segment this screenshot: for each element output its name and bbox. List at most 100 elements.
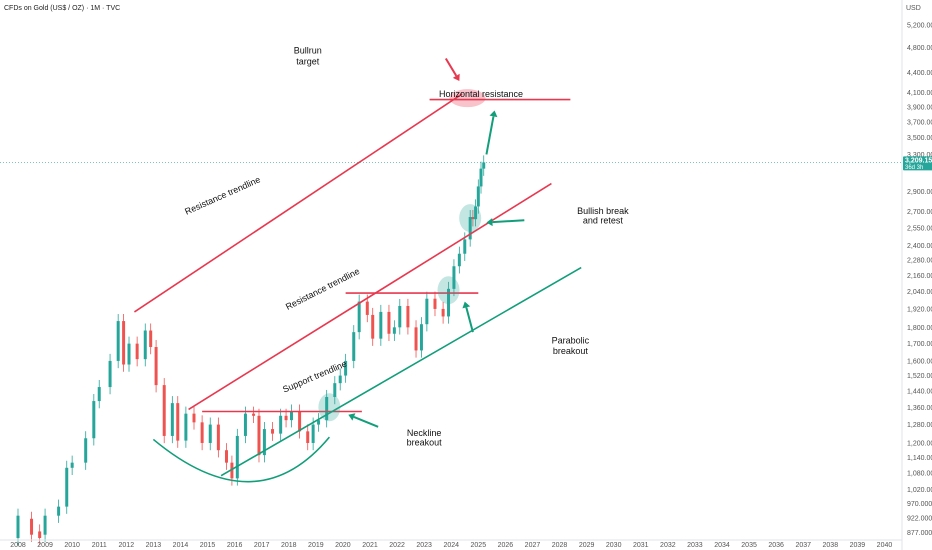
breakout-up-arrow-shaft [485, 116, 495, 155]
year-tick-label: 2023 [416, 542, 432, 549]
candle [338, 375, 342, 384]
candle [471, 217, 475, 220]
candle [16, 515, 20, 538]
candle [357, 301, 361, 333]
candle [57, 506, 61, 516]
annotation-label: Neckline [407, 428, 442, 438]
price-tick-label: 1,700.000 [907, 341, 932, 348]
candles [16, 155, 486, 546]
annotation-label: and retest [583, 216, 624, 226]
candle [344, 360, 348, 376]
price-tick-label: 922.000 [907, 516, 932, 523]
candle [433, 298, 437, 309]
parabolic-arrow-head [462, 301, 471, 309]
price-tick-label: 2,900.000 [907, 189, 932, 196]
candle [479, 168, 483, 187]
neckline-breakout-circle [318, 393, 341, 422]
current-price-value: 3,209.150 [905, 157, 932, 164]
year-tick-label: 2025 [471, 542, 487, 549]
candle [306, 431, 310, 443]
candle [482, 162, 486, 169]
candle [441, 308, 445, 317]
candle [452, 266, 456, 289]
retest-arrow-head [486, 218, 493, 227]
annotation-label: Support trendline [281, 359, 348, 395]
year-tick-label: 2033 [687, 542, 703, 549]
price-tick-label: 1,800.000 [907, 325, 932, 332]
neckline-arrow-head [348, 413, 356, 421]
price-tick-label: 2,400.000 [907, 243, 932, 250]
year-tick-label: 2011 [92, 542, 107, 549]
candle [311, 424, 315, 443]
price-tick-label: 2,280.000 [907, 257, 932, 264]
price-tick-label: 1,140.000 [907, 455, 932, 462]
year-tick-label: 2028 [552, 542, 568, 549]
candle [200, 422, 204, 443]
price-tick-label: 1,020.000 [907, 487, 932, 494]
year-tick-label: 2013 [146, 542, 162, 549]
candle [208, 424, 212, 443]
candle [257, 415, 261, 456]
candle [122, 321, 126, 365]
price-tick-label: 970.000 [907, 501, 932, 508]
annotation-label: target [296, 57, 320, 67]
candle [216, 424, 220, 451]
candle [387, 311, 391, 334]
candle [149, 330, 153, 348]
candle [116, 321, 120, 361]
price-tick-label: 4,100.000 [907, 90, 932, 97]
candle [447, 288, 451, 317]
year-tick-label: 2008 [10, 542, 26, 549]
annotation-label: breakout [407, 437, 443, 447]
price-tick-label: 2,160.000 [907, 273, 932, 280]
candle [468, 217, 472, 240]
neckline-arrow-shaft [353, 416, 379, 428]
time-axis: 2008 2009 2010 2011 2012 2013 2014 2015 2016 2017… [0, 539, 902, 549]
annotation-shapes [152, 57, 525, 483]
candle [224, 450, 228, 463]
parabolic-breakout-circle [437, 276, 460, 305]
candle [474, 206, 478, 220]
candle [252, 413, 256, 416]
retest-arrow-shaft [492, 219, 525, 224]
trendline [220, 266, 582, 477]
year-tick-label: 2039 [850, 542, 866, 549]
price-tick-label: 1,440.000 [907, 388, 932, 395]
candle [176, 403, 180, 441]
year-tick-label: 2015 [200, 542, 216, 549]
candle [414, 327, 418, 351]
candle [243, 413, 247, 436]
price-tick-label: 4,800.000 [907, 45, 932, 52]
price-tick-label: 4,400.000 [907, 70, 932, 77]
candle [352, 332, 356, 361]
price-tick-label: 3,500.000 [907, 135, 932, 142]
year-tick-label: 2040 [877, 542, 893, 549]
year-tick-label: 2020 [335, 542, 351, 549]
candle [284, 415, 288, 421]
trendline [133, 93, 463, 313]
year-tick-label: 2014 [173, 542, 189, 549]
candle [235, 435, 239, 479]
year-tick-label: 2024 [443, 542, 459, 549]
candle [154, 347, 158, 386]
annotation-label: Resistance trendline [284, 266, 361, 312]
candle [143, 330, 147, 360]
candle [379, 311, 383, 339]
year-tick-label: 2021 [362, 542, 378, 549]
year-tick-label: 2037 [795, 542, 811, 549]
candle [92, 401, 96, 439]
year-tick-label: 2022 [389, 542, 405, 549]
candle [289, 411, 293, 421]
candle [70, 462, 74, 468]
candle [463, 239, 467, 254]
candle [392, 327, 396, 334]
candle [419, 324, 423, 351]
candle [371, 314, 375, 339]
year-tick-label: 2036 [768, 542, 784, 549]
candle [398, 305, 402, 328]
candle [325, 396, 329, 421]
chart-title: CFDs on Gold (US$ / OZ) · 1M · TVC [4, 5, 120, 12]
candle [38, 531, 42, 538]
